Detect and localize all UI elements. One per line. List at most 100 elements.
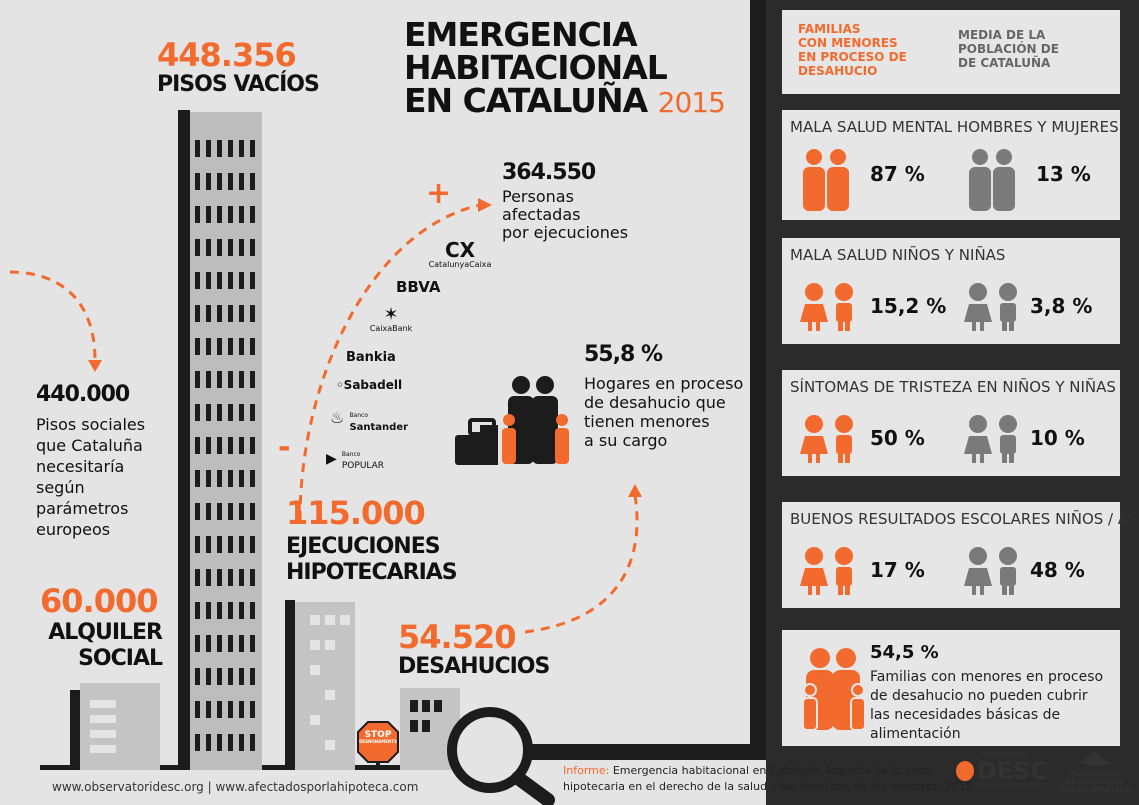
average-value: 10 % [1030, 426, 1085, 450]
title-line3: EN CATALUÑA 2015 [404, 81, 726, 120]
window [217, 404, 222, 421]
social-need-line: europeos [36, 520, 111, 539]
window [195, 239, 200, 256]
bank-name: Sabadell [343, 378, 403, 392]
window [206, 404, 211, 421]
title-year: 2015 [657, 86, 726, 119]
households-line: Hogares en proceso [584, 374, 744, 393]
page-title: EMERGENCIA HABITACIONAL EN CATALUÑA 2015 [404, 18, 726, 120]
window [206, 305, 211, 322]
frame-right [750, 0, 766, 760]
santander-flame-icon: ♨ [330, 408, 345, 427]
window [250, 239, 255, 256]
affected-line: Personas [502, 187, 574, 206]
stat-card: SÍNTOMAS DE TRISTEZA EN NIÑOS Y NIÑAS 50 … [782, 370, 1120, 476]
title-line3-text: EN CATALUÑA [404, 81, 648, 120]
pah-house-icon [1079, 751, 1111, 766]
stat-title: SÍNTOMAS DE TRISTEZA EN NIÑOS Y NIÑAS [790, 378, 1116, 396]
desc-logo-top: OBSERVATORI [982, 752, 1030, 759]
window [239, 173, 244, 190]
window [239, 503, 244, 520]
city-illustration [9, 110, 642, 805]
window [195, 734, 200, 751]
window [206, 371, 211, 388]
bank-name: CaixaBank [369, 324, 413, 333]
window [239, 371, 244, 388]
window [217, 140, 222, 157]
window [217, 635, 222, 652]
footer-urls[interactable]: www.observatoridesc.org | www.afectadosp… [52, 780, 419, 794]
legend-average-line: POBLACIÓN DE [958, 42, 1059, 56]
window [239, 305, 244, 322]
affected-line: por ejecuciones [502, 223, 629, 242]
window [195, 503, 200, 520]
window [250, 635, 255, 652]
window [239, 404, 244, 421]
window [228, 536, 233, 553]
families-value: 50 % [870, 426, 925, 450]
window [239, 536, 244, 553]
executions-line1: EJECUCIONES [286, 534, 441, 559]
stop-sign: STOP DESNONAMENTS [358, 731, 398, 744]
window [206, 635, 211, 652]
households-line: a su cargo [584, 431, 668, 450]
window [239, 338, 244, 355]
window [206, 602, 211, 619]
window [217, 206, 222, 223]
window [217, 569, 222, 586]
report-prefix: Informe: [563, 764, 610, 777]
average-value: 3,8 % [1030, 294, 1093, 318]
window [250, 173, 255, 190]
window [250, 437, 255, 454]
window [206, 569, 211, 586]
bank-popular: ▶ Banco POPULAR [326, 448, 384, 471]
window [206, 734, 211, 751]
desc-logo-name: DESC [976, 757, 1048, 785]
window [250, 569, 255, 586]
window [206, 503, 211, 520]
window [239, 602, 244, 619]
households-line: de desahucio que [584, 393, 726, 412]
window [195, 404, 200, 421]
window [217, 173, 222, 190]
window [195, 173, 200, 190]
window [206, 206, 211, 223]
window [195, 635, 200, 652]
window [250, 371, 255, 388]
window [217, 701, 222, 718]
window [206, 701, 211, 718]
social-need-line: parámetros [36, 499, 129, 518]
social-rent-line1: ALQUILER [48, 620, 163, 645]
window [195, 569, 200, 586]
evictions-value: 54.520 [398, 618, 516, 656]
window [228, 569, 233, 586]
pah-line2: DE AFECTADOS [1065, 778, 1125, 786]
window [195, 305, 200, 322]
caixabank-star-icon: ✶ [383, 304, 399, 325]
families-value: 87 % [870, 162, 925, 186]
children-icon [800, 415, 853, 463]
window [239, 206, 244, 223]
stat-card: MALA SALUD MENTAL HOMBRES Y MUJERES 87 % 1… [782, 110, 1120, 220]
bank-name: CatalunyaCaixa [428, 260, 492, 269]
popular-arrow-icon: ▶ [326, 451, 337, 467]
executions-label: EJECUCIONES HIPOTECARIAS [286, 534, 458, 586]
social-need-text: Pisos sociales que Cataluña necesitaría … [36, 414, 145, 540]
social-need-line: que Cataluña [36, 436, 143, 455]
window [228, 701, 233, 718]
plus-sign: + [426, 176, 451, 211]
bank-bankia: Bankia [346, 350, 396, 365]
window [250, 272, 255, 289]
cx-logo-icon: CX [444, 238, 476, 262]
window [195, 701, 200, 718]
social-need-line: Pisos sociales [36, 415, 146, 434]
bank-santander: ♨ Banco Santander [330, 408, 408, 433]
window [195, 338, 200, 355]
window [206, 470, 211, 487]
social-need-line: necesitaría [36, 457, 125, 476]
food-line: de desahucio no pueden cubrir [870, 688, 1088, 704]
stat-title: MALA SALUD MENTAL HOMBRES Y MUJERES [790, 118, 1119, 136]
window [195, 371, 200, 388]
window [239, 437, 244, 454]
average-value: 48 % [1030, 558, 1085, 582]
